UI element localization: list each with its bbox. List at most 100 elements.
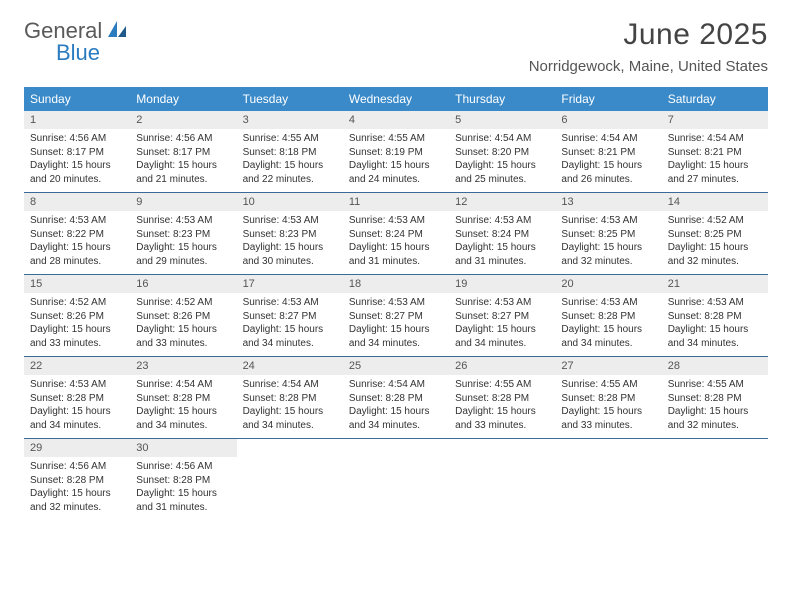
week-row: 8Sunrise: 4:53 AMSunset: 8:22 PMDaylight… <box>24 193 768 275</box>
day-cell: 24Sunrise: 4:54 AMSunset: 8:28 PMDayligh… <box>237 357 343 438</box>
day-number: 21 <box>662 275 768 293</box>
day-number: 23 <box>130 357 236 375</box>
day-number: 10 <box>237 193 343 211</box>
day-cell: .. <box>237 439 343 520</box>
day-number: 2 <box>130 111 236 129</box>
day-details: Sunrise: 4:53 AMSunset: 8:23 PMDaylight:… <box>130 211 236 274</box>
day-cell: 13Sunrise: 4:53 AMSunset: 8:25 PMDayligh… <box>555 193 661 274</box>
day-cell: 15Sunrise: 4:52 AMSunset: 8:26 PMDayligh… <box>24 275 130 356</box>
day-number: 3 <box>237 111 343 129</box>
day-number: 9 <box>130 193 236 211</box>
day-cell: 10Sunrise: 4:53 AMSunset: 8:23 PMDayligh… <box>237 193 343 274</box>
day-cell: 23Sunrise: 4:54 AMSunset: 8:28 PMDayligh… <box>130 357 236 438</box>
day-cell: 19Sunrise: 4:53 AMSunset: 8:27 PMDayligh… <box>449 275 555 356</box>
weekday-monday: Monday <box>130 87 236 111</box>
day-details: Sunrise: 4:54 AMSunset: 8:21 PMDaylight:… <box>662 129 768 192</box>
day-details: Sunrise: 4:55 AMSunset: 8:19 PMDaylight:… <box>343 129 449 192</box>
day-cell: 27Sunrise: 4:55 AMSunset: 8:28 PMDayligh… <box>555 357 661 438</box>
weekday-sunday: Sunday <box>24 87 130 111</box>
day-number: 17 <box>237 275 343 293</box>
day-cell: 3Sunrise: 4:55 AMSunset: 8:18 PMDaylight… <box>237 111 343 192</box>
day-details: Sunrise: 4:55 AMSunset: 8:28 PMDaylight:… <box>555 375 661 438</box>
day-number: 15 <box>24 275 130 293</box>
day-cell: 16Sunrise: 4:52 AMSunset: 8:26 PMDayligh… <box>130 275 236 356</box>
day-cell: 18Sunrise: 4:53 AMSunset: 8:27 PMDayligh… <box>343 275 449 356</box>
day-details: Sunrise: 4:56 AMSunset: 8:17 PMDaylight:… <box>24 129 130 192</box>
day-number: 27 <box>555 357 661 375</box>
day-number: 16 <box>130 275 236 293</box>
day-number: 18 <box>343 275 449 293</box>
day-details: Sunrise: 4:55 AMSunset: 8:28 PMDaylight:… <box>449 375 555 438</box>
logo-text-blue: Blue <box>56 40 100 66</box>
day-cell: 26Sunrise: 4:55 AMSunset: 8:28 PMDayligh… <box>449 357 555 438</box>
day-details: Sunrise: 4:52 AMSunset: 8:25 PMDaylight:… <box>662 211 768 274</box>
day-cell: 11Sunrise: 4:53 AMSunset: 8:24 PMDayligh… <box>343 193 449 274</box>
weeks-container: 1Sunrise: 4:56 AMSunset: 8:17 PMDaylight… <box>24 111 768 520</box>
day-cell: 4Sunrise: 4:55 AMSunset: 8:19 PMDaylight… <box>343 111 449 192</box>
day-details: Sunrise: 4:53 AMSunset: 8:22 PMDaylight:… <box>24 211 130 274</box>
day-number: 11 <box>343 193 449 211</box>
day-details: Sunrise: 4:54 AMSunset: 8:21 PMDaylight:… <box>555 129 661 192</box>
weekday-thursday: Thursday <box>449 87 555 111</box>
day-number: 14 <box>662 193 768 211</box>
day-details: Sunrise: 4:53 AMSunset: 8:24 PMDaylight:… <box>449 211 555 274</box>
day-cell: .. <box>343 439 449 520</box>
day-details: Sunrise: 4:54 AMSunset: 8:28 PMDaylight:… <box>237 375 343 438</box>
day-cell: 17Sunrise: 4:53 AMSunset: 8:27 PMDayligh… <box>237 275 343 356</box>
day-details: Sunrise: 4:53 AMSunset: 8:27 PMDaylight:… <box>237 293 343 356</box>
day-cell: 25Sunrise: 4:54 AMSunset: 8:28 PMDayligh… <box>343 357 449 438</box>
day-details: Sunrise: 4:56 AMSunset: 8:28 PMDaylight:… <box>130 457 236 520</box>
day-number: 12 <box>449 193 555 211</box>
day-details: Sunrise: 4:53 AMSunset: 8:27 PMDaylight:… <box>343 293 449 356</box>
day-details: Sunrise: 4:55 AMSunset: 8:18 PMDaylight:… <box>237 129 343 192</box>
day-details: Sunrise: 4:53 AMSunset: 8:25 PMDaylight:… <box>555 211 661 274</box>
day-details: Sunrise: 4:52 AMSunset: 8:26 PMDaylight:… <box>24 293 130 356</box>
day-cell: 7Sunrise: 4:54 AMSunset: 8:21 PMDaylight… <box>662 111 768 192</box>
day-cell: 29Sunrise: 4:56 AMSunset: 8:28 PMDayligh… <box>24 439 130 520</box>
day-cell: 8Sunrise: 4:53 AMSunset: 8:22 PMDaylight… <box>24 193 130 274</box>
day-cell: 12Sunrise: 4:53 AMSunset: 8:24 PMDayligh… <box>449 193 555 274</box>
day-number: 4 <box>343 111 449 129</box>
day-details: Sunrise: 4:53 AMSunset: 8:24 PMDaylight:… <box>343 211 449 274</box>
week-row: 15Sunrise: 4:52 AMSunset: 8:26 PMDayligh… <box>24 275 768 357</box>
day-number: 26 <box>449 357 555 375</box>
day-number: 6 <box>555 111 661 129</box>
day-cell: 20Sunrise: 4:53 AMSunset: 8:28 PMDayligh… <box>555 275 661 356</box>
day-cell: .. <box>555 439 661 520</box>
day-number: 30 <box>130 439 236 457</box>
day-number: 20 <box>555 275 661 293</box>
title-block: June 2025 Norridgewock, Maine, United St… <box>529 18 768 75</box>
week-row: 29Sunrise: 4:56 AMSunset: 8:28 PMDayligh… <box>24 439 768 520</box>
day-cell: 21Sunrise: 4:53 AMSunset: 8:28 PMDayligh… <box>662 275 768 356</box>
week-row: 22Sunrise: 4:53 AMSunset: 8:28 PMDayligh… <box>24 357 768 439</box>
day-cell: 28Sunrise: 4:55 AMSunset: 8:28 PMDayligh… <box>662 357 768 438</box>
day-number: 1 <box>24 111 130 129</box>
calendar: Sunday Monday Tuesday Wednesday Thursday… <box>24 87 768 520</box>
day-details: Sunrise: 4:55 AMSunset: 8:28 PMDaylight:… <box>662 375 768 438</box>
day-cell: 1Sunrise: 4:56 AMSunset: 8:17 PMDaylight… <box>24 111 130 192</box>
day-details: Sunrise: 4:53 AMSunset: 8:23 PMDaylight:… <box>237 211 343 274</box>
day-details: Sunrise: 4:56 AMSunset: 8:17 PMDaylight:… <box>130 129 236 192</box>
day-number: 22 <box>24 357 130 375</box>
day-number: 7 <box>662 111 768 129</box>
day-cell: 2Sunrise: 4:56 AMSunset: 8:17 PMDaylight… <box>130 111 236 192</box>
day-cell: 6Sunrise: 4:54 AMSunset: 8:21 PMDaylight… <box>555 111 661 192</box>
weekday-header: Sunday Monday Tuesday Wednesday Thursday… <box>24 87 768 111</box>
day-details: Sunrise: 4:53 AMSunset: 8:27 PMDaylight:… <box>449 293 555 356</box>
header: General Blue June 2025 Norridgewock, Mai… <box>0 0 792 79</box>
weekday-saturday: Saturday <box>662 87 768 111</box>
weekday-friday: Friday <box>555 87 661 111</box>
day-details: Sunrise: 4:54 AMSunset: 8:28 PMDaylight:… <box>343 375 449 438</box>
day-number: 8 <box>24 193 130 211</box>
day-number: 19 <box>449 275 555 293</box>
logo-sail-icon <box>106 19 128 44</box>
day-number: 24 <box>237 357 343 375</box>
day-details: Sunrise: 4:54 AMSunset: 8:20 PMDaylight:… <box>449 129 555 192</box>
weekday-tuesday: Tuesday <box>237 87 343 111</box>
day-number: 29 <box>24 439 130 457</box>
month-title: June 2025 <box>529 18 768 52</box>
day-cell: 9Sunrise: 4:53 AMSunset: 8:23 PMDaylight… <box>130 193 236 274</box>
day-cell: 14Sunrise: 4:52 AMSunset: 8:25 PMDayligh… <box>662 193 768 274</box>
day-cell: .. <box>662 439 768 520</box>
day-number: 13 <box>555 193 661 211</box>
